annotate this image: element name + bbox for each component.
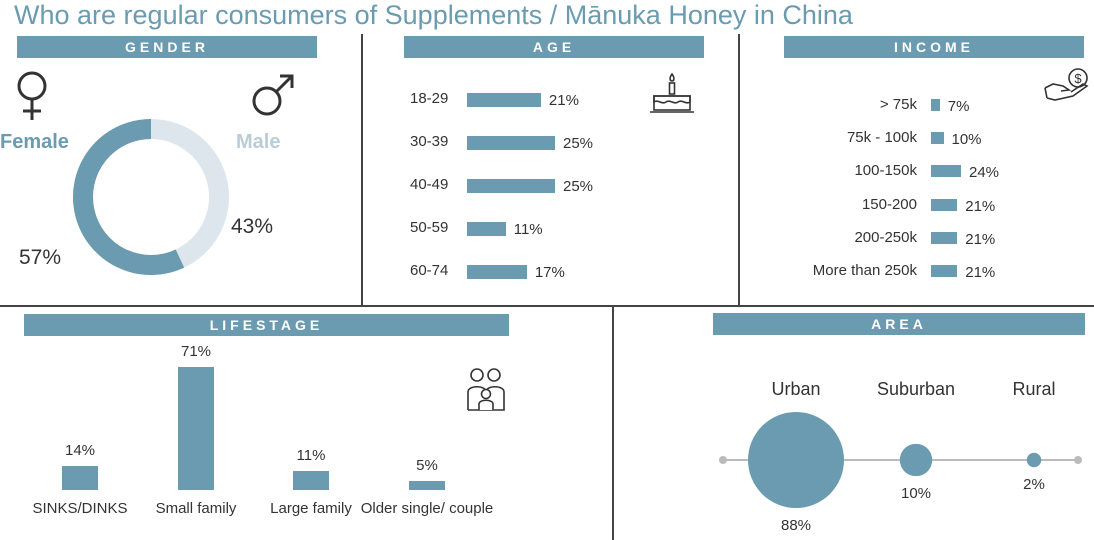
gender-donut-chart <box>73 119 229 275</box>
area-axis-end-dot <box>1074 456 1082 464</box>
female-value-label: 57% <box>19 246 62 269</box>
female-symbol-icon <box>17 71 47 120</box>
age-category-label: 40-49 <box>410 176 449 193</box>
lifestage-value-label: 5% <box>416 457 438 475</box>
birthday-cake-icon <box>650 72 694 113</box>
age-bar <box>467 179 555 193</box>
area-axis-end-dot <box>719 456 727 464</box>
divider <box>0 305 1094 307</box>
divider <box>738 34 740 306</box>
income-value-label: 10% <box>951 131 982 149</box>
age-bar <box>467 93 541 107</box>
income-category-label: 75k - 100k <box>846 129 917 147</box>
age-value-label: 25% <box>563 178 594 195</box>
income-bar <box>931 132 944 145</box>
age-category-label: 50-59 <box>410 219 449 236</box>
income-bar <box>931 265 958 277</box>
lifestage-bar <box>62 465 98 490</box>
age-value-label: 21% <box>548 92 579 109</box>
area-header: AREA <box>713 313 1085 335</box>
income-category-label: 150-200 <box>861 195 917 213</box>
area-bubble <box>748 412 844 508</box>
lifestage-category-label: Large family <box>270 500 352 517</box>
income-category-label: 200-250k <box>854 228 917 246</box>
divider <box>361 34 363 306</box>
income-value-label: 7% <box>947 98 970 115</box>
area-bubble-chart: Urban 88% Suburban 10% Rural 2% <box>719 379 1082 534</box>
money-hand-icon: $ <box>1044 68 1089 101</box>
lifestage-category-label: SINKS/DINKS <box>32 500 128 517</box>
lifestage-bar <box>293 470 329 490</box>
income-bar <box>931 165 961 178</box>
age-category-label: 18-29 <box>410 90 449 107</box>
male-symbol-icon <box>252 74 294 116</box>
area-value-label: 10% <box>901 485 931 502</box>
income-value-label: 21% <box>965 264 996 281</box>
income-bar <box>931 198 958 211</box>
income-bar <box>931 231 958 244</box>
area-category-label: Urban <box>771 379 820 399</box>
lifestage-bar <box>409 481 445 490</box>
income-header: INCOME <box>784 36 1084 58</box>
male-label: Male <box>236 131 281 153</box>
divider <box>612 306 614 540</box>
income-value-label: 24% <box>969 164 1000 182</box>
page-title: Who are regular consumers of Supplements… <box>14 0 853 30</box>
gender-header: GENDER <box>17 36 317 58</box>
area-category-label: Rural <box>1012 379 1055 399</box>
male-value-label: 43% <box>231 215 274 238</box>
age-category-label: 30-39 <box>410 133 449 150</box>
age-bar <box>467 222 506 236</box>
income-value-label: 21% <box>965 230 996 248</box>
lifestage-category-label: Small family <box>155 500 237 517</box>
age-bar <box>467 265 527 279</box>
lifestage-value-label: 14% <box>64 441 96 459</box>
age-category-label: 60-74 <box>410 262 449 279</box>
female-slice <box>73 119 185 275</box>
lifestage-value-label: 71% <box>180 343 212 360</box>
area-value-label: 88% <box>781 517 811 534</box>
income-value-label: 21% <box>965 197 996 215</box>
lifestage-category-label: Older single/ couple <box>360 500 494 517</box>
area-bubble <box>1026 452 1042 468</box>
lifestage-header: LIFESTAGE <box>24 314 509 336</box>
age-value-label: 11% <box>513 221 543 238</box>
area-bubble <box>899 443 933 477</box>
area-category-label: Suburban <box>877 379 955 399</box>
family-icon <box>467 368 505 411</box>
lifestage-bar <box>178 367 214 490</box>
age-value-label: 17% <box>534 264 565 281</box>
income-category-label: More than 250k <box>812 262 917 279</box>
income-bar <box>931 99 940 111</box>
lifestage-value-label: 11% <box>296 446 326 464</box>
svg-text:$: $ <box>1074 71 1082 86</box>
income-category-label: 100-150k <box>854 162 917 180</box>
income-category-label: > 75k <box>879 96 917 113</box>
female-label: Female <box>0 131 69 153</box>
age-value-label: 25% <box>563 135 594 152</box>
age-bar <box>467 136 555 150</box>
age-header: AGE <box>404 36 704 58</box>
area-value-label: 2% <box>1023 476 1045 493</box>
